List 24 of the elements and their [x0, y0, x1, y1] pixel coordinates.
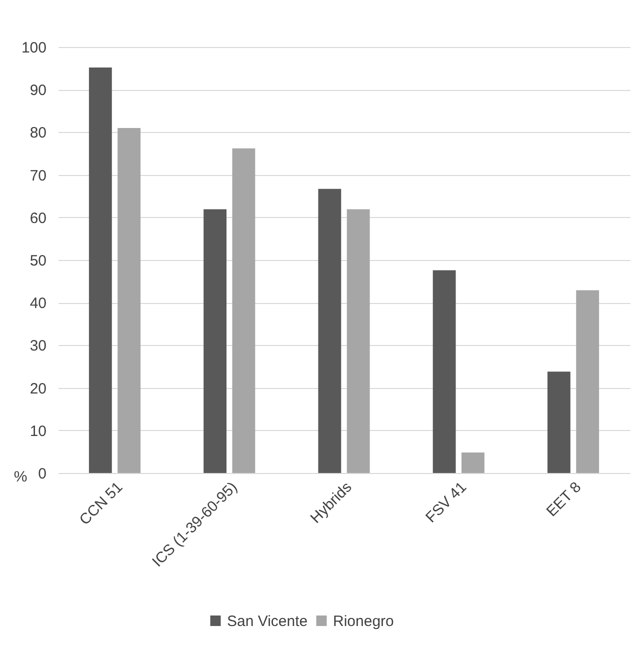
y-tick-label: 80 [30, 124, 46, 142]
y-tick-label: 100 [21, 40, 46, 56]
legend-label: Rionegro [333, 612, 394, 630]
legend-label: San Vicente [227, 612, 308, 630]
y-tick-label: 50 [30, 252, 46, 270]
bar [576, 290, 600, 473]
bar [547, 372, 570, 473]
y-tick-label: 10 [30, 422, 46, 440]
y-tick-label: 0 [38, 466, 46, 482]
bar [88, 67, 112, 473]
bar [346, 209, 370, 473]
bar [204, 209, 227, 473]
bar [432, 270, 456, 473]
bar [118, 128, 141, 473]
y-tick-label: 90 [30, 82, 46, 100]
y-tick-label: 20 [30, 380, 46, 398]
bar [232, 148, 256, 473]
y-tick-label: 70 [30, 167, 46, 184]
y-tick-label: 40 [30, 295, 46, 312]
bar [461, 452, 484, 473]
y-axis-title: % [14, 468, 28, 486]
y-tick-label: 30 [30, 338, 46, 355]
y-tick-label: 60 [30, 210, 46, 227]
bar [318, 188, 342, 473]
